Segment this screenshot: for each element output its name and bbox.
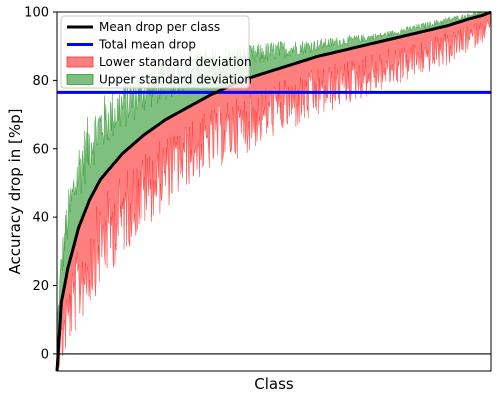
legend: Mean drop per class Total mean drop Lower …: [60, 15, 252, 89]
y-tick-label: 20: [32, 279, 49, 294]
mean-drop-line: [55, 10, 492, 372]
legend-label-mean-line: Mean drop per class: [99, 20, 220, 34]
y-axis-label: Accuracy drop in [%p]: [6, 109, 24, 275]
y-tick-label: 0: [41, 347, 49, 362]
y-tick-label: 40: [32, 211, 49, 226]
legend-box: [60, 15, 250, 89]
y-tick-label: 60: [32, 142, 49, 157]
reference-lines: [57, 90, 491, 355]
legend-swatch-lower-band: [66, 56, 94, 68]
plot-frame: [56, 11, 492, 372]
mean-line-group: [55, 10, 492, 372]
y-axis: 0 20 40 60 80 100: [24, 6, 57, 362]
legend-label-upper-band: Upper standard deviation: [99, 73, 252, 87]
y-tick-label: 100: [24, 6, 49, 21]
y-tick-label: 80: [32, 74, 49, 89]
legend-label-lower-band: Lower standard deviation: [99, 55, 252, 69]
x-axis-label: Class: [254, 375, 294, 393]
legend-swatch-upper-band: [66, 74, 94, 85]
legend-label-total-line: Total mean drop: [98, 38, 196, 52]
